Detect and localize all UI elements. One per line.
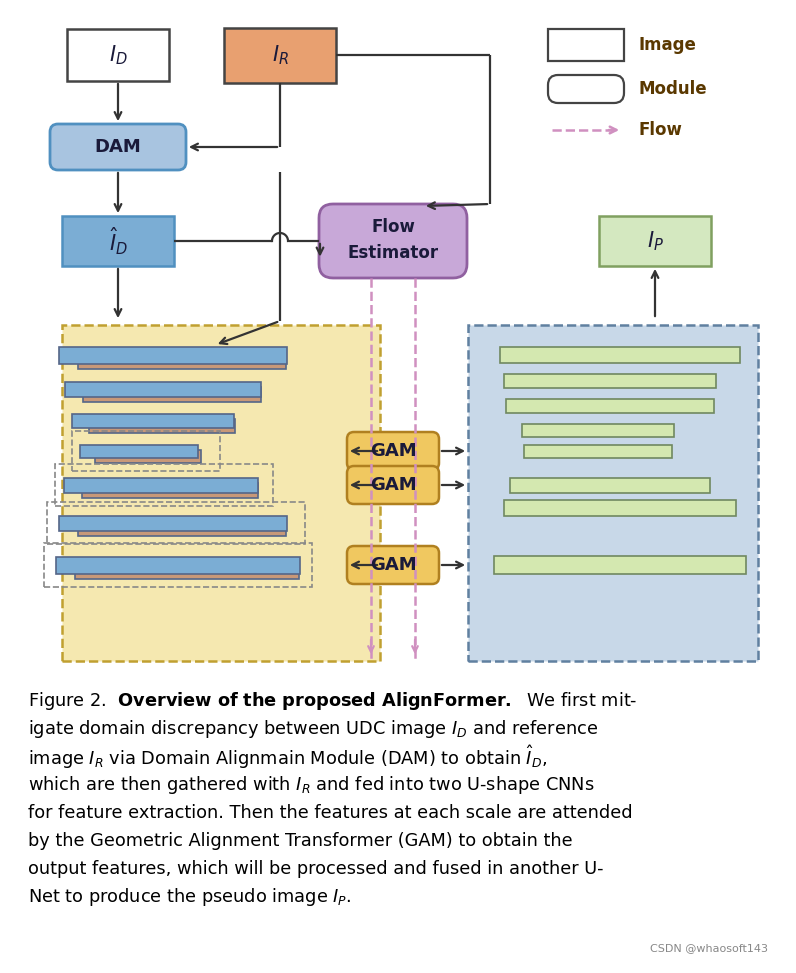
FancyBboxPatch shape <box>548 29 624 61</box>
Text: Image: Image <box>638 36 696 54</box>
FancyBboxPatch shape <box>62 216 174 266</box>
FancyBboxPatch shape <box>65 381 261 397</box>
Text: $I_D$: $I_D$ <box>108 43 127 67</box>
FancyBboxPatch shape <box>494 556 746 574</box>
FancyBboxPatch shape <box>67 29 169 81</box>
FancyBboxPatch shape <box>78 351 286 369</box>
FancyBboxPatch shape <box>504 374 716 388</box>
FancyBboxPatch shape <box>468 325 758 661</box>
Text: GAM: GAM <box>369 556 416 574</box>
Text: which are then gathered with $I_R$ and fed into two U-shape CNNs: which are then gathered with $I_R$ and f… <box>28 774 595 796</box>
FancyBboxPatch shape <box>347 546 439 584</box>
FancyBboxPatch shape <box>59 516 287 530</box>
FancyBboxPatch shape <box>224 27 336 83</box>
Text: output features, which will be processed and fused in another U-: output features, which will be processed… <box>28 860 603 878</box>
FancyBboxPatch shape <box>83 386 261 402</box>
Text: $I_R$: $I_R$ <box>271 43 288 67</box>
FancyBboxPatch shape <box>82 483 258 497</box>
FancyBboxPatch shape <box>510 478 710 492</box>
FancyBboxPatch shape <box>504 500 736 516</box>
FancyBboxPatch shape <box>95 450 201 462</box>
FancyBboxPatch shape <box>347 432 439 470</box>
Text: Figure 2.  $\mathbf{Overview\ of\ the\ proposed\ AlignFormer.}$  We first mit-: Figure 2. $\mathbf{Overview\ of\ the\ pr… <box>28 690 638 712</box>
FancyBboxPatch shape <box>506 399 714 413</box>
Text: GAM: GAM <box>369 476 416 494</box>
Text: GAM: GAM <box>369 442 416 460</box>
Text: igate domain discrepancy between UDC image $I_D$ and reference: igate domain discrepancy between UDC ima… <box>28 718 598 740</box>
FancyBboxPatch shape <box>59 346 287 364</box>
FancyBboxPatch shape <box>72 414 234 428</box>
Text: Estimator: Estimator <box>347 244 439 262</box>
FancyBboxPatch shape <box>548 75 624 103</box>
FancyBboxPatch shape <box>524 445 672 457</box>
Text: CSDN @whaosoft143: CSDN @whaosoft143 <box>650 943 768 953</box>
Text: $I_P$: $I_P$ <box>646 230 664 253</box>
FancyBboxPatch shape <box>64 478 258 492</box>
FancyBboxPatch shape <box>599 216 711 266</box>
Text: DAM: DAM <box>95 138 142 156</box>
Text: Flow: Flow <box>371 218 415 236</box>
Text: Flow: Flow <box>638 121 682 139</box>
FancyBboxPatch shape <box>78 521 286 535</box>
FancyBboxPatch shape <box>319 204 467 278</box>
Text: image $I_R$ via Domain Alignmain Module (DAM) to obtain $\hat{I}_D$,: image $I_R$ via Domain Alignmain Module … <box>28 743 548 771</box>
Text: for feature extraction. Then the features at each scale are attended: for feature extraction. Then the feature… <box>28 804 633 822</box>
FancyBboxPatch shape <box>56 557 300 573</box>
FancyBboxPatch shape <box>62 325 380 661</box>
FancyBboxPatch shape <box>50 124 186 170</box>
Text: $\hat{I}_D$: $\hat{I}_D$ <box>108 226 127 257</box>
FancyBboxPatch shape <box>75 561 299 579</box>
Text: Net to produce the pseudo image $I_P$.: Net to produce the pseudo image $I_P$. <box>28 886 352 908</box>
FancyBboxPatch shape <box>80 445 198 457</box>
Text: Module: Module <box>638 80 707 98</box>
FancyBboxPatch shape <box>347 466 439 504</box>
FancyBboxPatch shape <box>500 347 740 363</box>
FancyBboxPatch shape <box>522 423 674 437</box>
Text: by the Geometric Alignment Transformer (GAM) to obtain the: by the Geometric Alignment Transformer (… <box>28 832 572 850</box>
FancyBboxPatch shape <box>89 419 235 433</box>
